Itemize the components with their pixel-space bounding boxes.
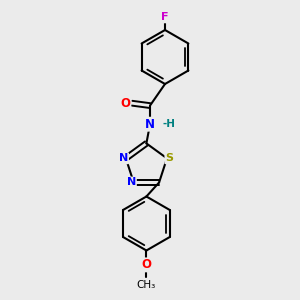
Text: N: N [119,153,128,163]
Text: S: S [165,153,173,163]
Text: -H: -H [163,119,176,129]
Text: O: O [120,97,130,110]
Text: CH₃: CH₃ [137,280,156,290]
Text: N: N [127,178,136,188]
Text: F: F [161,12,169,22]
Text: N: N [145,118,155,131]
Text: O: O [141,258,152,272]
